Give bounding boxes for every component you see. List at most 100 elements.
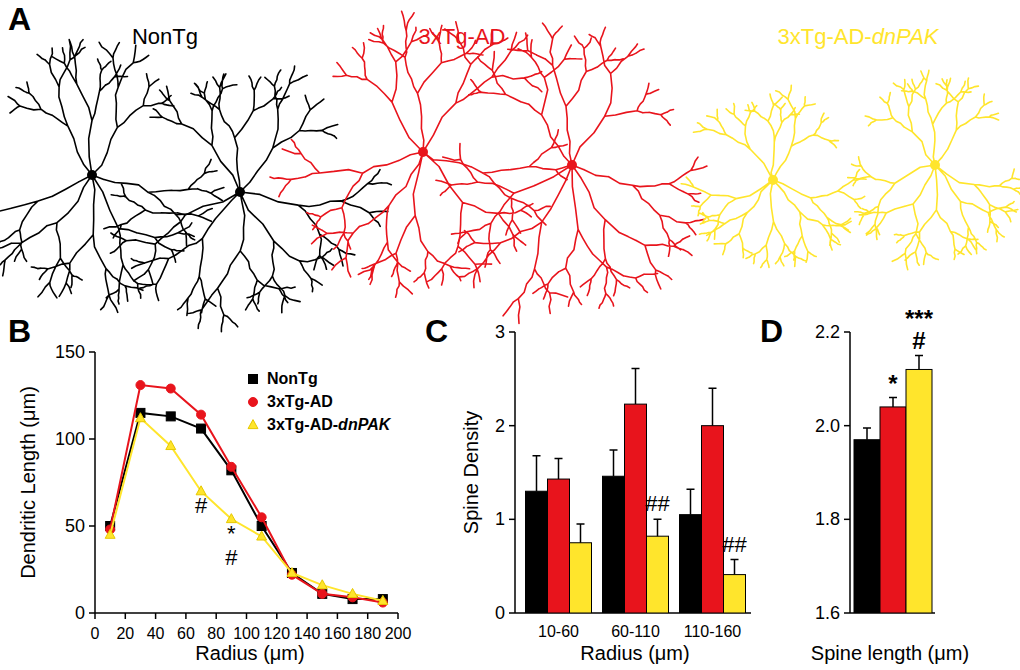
series-marker <box>257 531 267 540</box>
group-title: NonTg <box>132 24 198 49</box>
legend-label: 3xTg-AD-dnPAK <box>267 416 392 433</box>
dendrite <box>436 23 707 323</box>
error-bar <box>632 369 640 405</box>
bar <box>625 404 647 613</box>
x-tick-label: 20 <box>116 625 134 642</box>
neuron-group <box>681 70 1020 269</box>
dendrite <box>0 40 224 313</box>
y-tick <box>509 331 515 333</box>
soma <box>567 160 577 170</box>
x-tick-label: 10-60 <box>538 623 579 640</box>
bar <box>854 440 880 613</box>
panel-label: A <box>8 1 31 37</box>
bar <box>702 426 724 613</box>
legend-marker <box>249 375 258 384</box>
y-tick-label: 50 <box>65 516 85 536</box>
y-tick-label: 2.0 <box>815 416 840 436</box>
series-marker <box>197 410 206 419</box>
error-bar <box>577 524 585 543</box>
bar <box>603 476 625 613</box>
y-tick-label: 150 <box>55 342 85 362</box>
x-tick <box>397 613 399 619</box>
name-part-italic: dnPAK <box>338 416 392 433</box>
y-tick-label: 2 <box>495 416 505 436</box>
series-marker <box>136 413 146 422</box>
annotation: ## <box>722 532 747 557</box>
x-tick-label: 160 <box>324 625 351 642</box>
x-tick-label: 110-160 <box>684 623 742 640</box>
y-tick <box>509 519 515 521</box>
panel-label: D <box>760 313 783 349</box>
series-marker <box>317 580 327 589</box>
plot-area <box>854 355 932 613</box>
x-tick <box>276 613 278 619</box>
panel-label: C <box>425 313 448 349</box>
y-tick <box>89 351 95 353</box>
series-line <box>110 418 383 601</box>
series-marker <box>166 441 176 450</box>
y-tick-label: 2.2 <box>815 322 840 342</box>
dendrite <box>681 85 866 267</box>
x-tick-label: 120 <box>263 625 290 642</box>
figure: ABCDNonTg3xTg-AD3xTg-AD-dnPAK050100150De… <box>0 0 1020 670</box>
legend-marker <box>248 420 258 429</box>
x-tick <box>337 613 339 619</box>
error-bar <box>555 458 563 479</box>
x-tick <box>246 613 248 619</box>
soma <box>235 187 245 197</box>
y-label: Spine Density <box>460 411 482 534</box>
y-tick-label: 100 <box>55 429 85 449</box>
annotation: * <box>227 521 236 546</box>
x-label: Radius (μm) <box>195 642 304 664</box>
annotation: ## <box>645 491 670 516</box>
annotation: * <box>888 370 898 397</box>
annotation: # <box>195 493 208 518</box>
error-bar <box>654 519 662 536</box>
error-bar <box>709 388 717 425</box>
plot-area <box>526 369 746 613</box>
series-line <box>110 413 383 599</box>
error-bar <box>533 456 541 492</box>
bar <box>724 575 746 613</box>
annotation: *** <box>905 305 934 332</box>
x-tick <box>94 613 96 619</box>
series-marker <box>105 529 115 538</box>
dendrite <box>848 70 1020 269</box>
plot-area <box>105 381 388 608</box>
legend-label: 3xTg-AD <box>267 393 333 410</box>
x-tick <box>367 613 369 619</box>
soma <box>87 170 97 180</box>
y-tick <box>509 612 515 614</box>
soma <box>418 147 428 157</box>
y-tick-label: 1.8 <box>815 509 840 529</box>
legend-marker <box>249 398 258 407</box>
neuron-group <box>0 40 391 332</box>
series-marker <box>166 412 175 421</box>
bar <box>647 536 669 613</box>
x-tick-label: 140 <box>294 625 321 642</box>
soma <box>930 160 940 170</box>
dendrite <box>104 66 391 332</box>
x-tick-label: 180 <box>354 625 381 642</box>
x-tick <box>306 613 308 619</box>
y-tick-label: 0 <box>495 603 505 623</box>
y-tick-label: 3 <box>495 322 505 342</box>
y-tick <box>844 331 850 333</box>
y-tick <box>89 438 95 440</box>
neuron-group <box>270 11 707 323</box>
x-label: Radius (μm) <box>580 642 689 664</box>
soma <box>768 175 778 185</box>
series-marker <box>166 384 175 393</box>
error-bar <box>889 398 897 407</box>
series-marker <box>348 588 358 597</box>
y-tick-label: 0 <box>75 603 85 623</box>
x-tick-label: 40 <box>147 625 165 642</box>
y-tick <box>844 612 850 614</box>
bar <box>526 491 548 613</box>
group-title: 3xTg-AD-dnPAK <box>778 24 940 49</box>
series-marker <box>287 568 297 577</box>
bar <box>548 479 570 613</box>
y-tick-label: 1.6 <box>815 603 840 623</box>
name-part: 3xTg-AD- <box>267 416 338 433</box>
series-marker <box>197 424 206 433</box>
